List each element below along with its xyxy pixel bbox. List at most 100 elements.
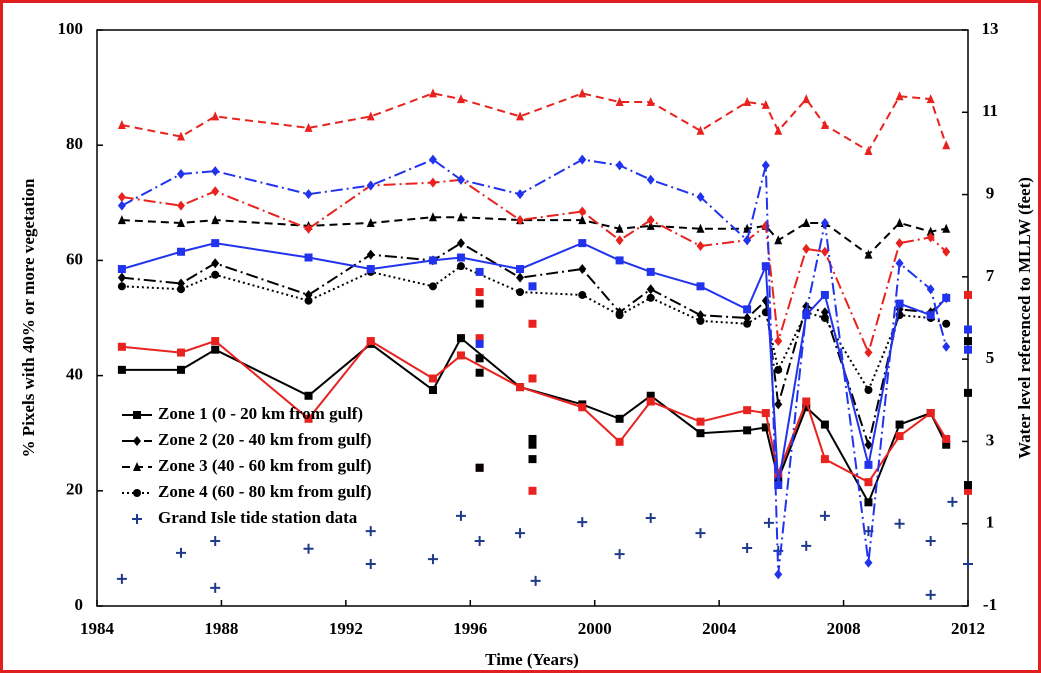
marker bbox=[117, 120, 126, 130]
legend-label: Zone 4 (60 - 80 km from gulf) bbox=[158, 482, 372, 501]
marker bbox=[577, 517, 588, 528]
marker bbox=[117, 282, 126, 291]
y-tick-label: 60 bbox=[66, 249, 83, 268]
marker bbox=[428, 256, 437, 265]
marker bbox=[646, 284, 655, 295]
marker bbox=[763, 517, 774, 528]
marker bbox=[864, 249, 873, 259]
marker bbox=[615, 223, 624, 233]
marker bbox=[696, 417, 705, 426]
marker bbox=[942, 341, 951, 352]
marker bbox=[895, 91, 904, 101]
y2-tick-label: 11 bbox=[982, 101, 998, 120]
marker bbox=[578, 154, 587, 165]
marker bbox=[774, 336, 783, 347]
marker bbox=[743, 235, 752, 246]
marker bbox=[475, 334, 484, 343]
marker bbox=[964, 481, 972, 490]
marker bbox=[456, 238, 465, 249]
marker bbox=[926, 284, 935, 295]
marker bbox=[864, 347, 873, 358]
marker bbox=[516, 215, 525, 226]
marker bbox=[133, 411, 141, 419]
marker bbox=[864, 145, 873, 155]
marker bbox=[116, 573, 127, 584]
marker bbox=[864, 460, 873, 469]
x-tick-label: 1992 bbox=[329, 619, 363, 638]
marker bbox=[802, 217, 811, 227]
marker bbox=[894, 518, 905, 529]
marker bbox=[615, 160, 624, 171]
marker bbox=[578, 403, 587, 412]
marker bbox=[926, 311, 935, 320]
marker bbox=[475, 339, 484, 348]
marker bbox=[211, 258, 220, 269]
marker bbox=[117, 192, 126, 203]
marker bbox=[455, 510, 466, 521]
marker bbox=[176, 217, 185, 227]
legend-label: Zone 1 (0 - 20 km from gulf) bbox=[158, 404, 363, 423]
y-axis-title: % Pixels with 40% or more vegetation bbox=[19, 178, 38, 457]
marker bbox=[428, 88, 437, 98]
marker bbox=[615, 256, 624, 265]
marker bbox=[615, 235, 624, 246]
marker bbox=[820, 314, 829, 322]
marker bbox=[427, 554, 438, 565]
marker bbox=[428, 212, 437, 222]
plot-area bbox=[96, 29, 969, 607]
series-line bbox=[121, 265, 947, 393]
legend-box bbox=[118, 402, 480, 526]
marker bbox=[895, 258, 904, 269]
marker bbox=[926, 226, 935, 236]
marker bbox=[942, 140, 951, 150]
marker bbox=[895, 238, 904, 249]
y-tick-label: 0 bbox=[75, 595, 84, 614]
marker bbox=[117, 265, 126, 274]
marker bbox=[528, 434, 537, 443]
marker bbox=[774, 569, 783, 580]
marker bbox=[578, 88, 587, 98]
marker bbox=[801, 540, 812, 551]
marker bbox=[516, 383, 525, 392]
marker bbox=[820, 420, 829, 429]
marker bbox=[117, 342, 126, 351]
marker bbox=[743, 97, 752, 106]
marker bbox=[926, 232, 935, 243]
marker bbox=[304, 122, 313, 132]
marker bbox=[947, 496, 958, 507]
marker bbox=[304, 223, 313, 234]
marker bbox=[528, 282, 537, 291]
marker bbox=[475, 288, 484, 297]
marker bbox=[456, 174, 465, 185]
marker bbox=[176, 200, 185, 211]
x-tick-label: 1996 bbox=[453, 619, 487, 638]
marker bbox=[211, 166, 220, 177]
marker bbox=[926, 409, 935, 418]
marker bbox=[820, 120, 829, 130]
marker bbox=[475, 354, 484, 363]
marker bbox=[942, 440, 951, 449]
marker bbox=[304, 391, 313, 400]
marker bbox=[646, 215, 655, 226]
marker bbox=[696, 125, 705, 135]
marker bbox=[614, 549, 625, 560]
marker bbox=[175, 547, 186, 558]
marker bbox=[964, 388, 972, 397]
marker bbox=[645, 512, 656, 523]
marker bbox=[530, 575, 541, 586]
marker bbox=[820, 246, 829, 257]
y2-tick-label: 3 bbox=[986, 430, 995, 449]
marker bbox=[428, 386, 437, 394]
marker bbox=[646, 267, 655, 276]
marker bbox=[210, 582, 221, 593]
marker bbox=[942, 434, 951, 443]
legend-label: Zone 2 (20 - 40 km from gulf) bbox=[158, 430, 372, 449]
y-tick-label: 100 bbox=[58, 19, 84, 38]
marker bbox=[646, 391, 655, 400]
y2-tick-label: 1 bbox=[986, 513, 995, 532]
marker bbox=[456, 351, 465, 360]
y2-tick-label: 13 bbox=[982, 19, 999, 38]
marker bbox=[516, 111, 525, 121]
